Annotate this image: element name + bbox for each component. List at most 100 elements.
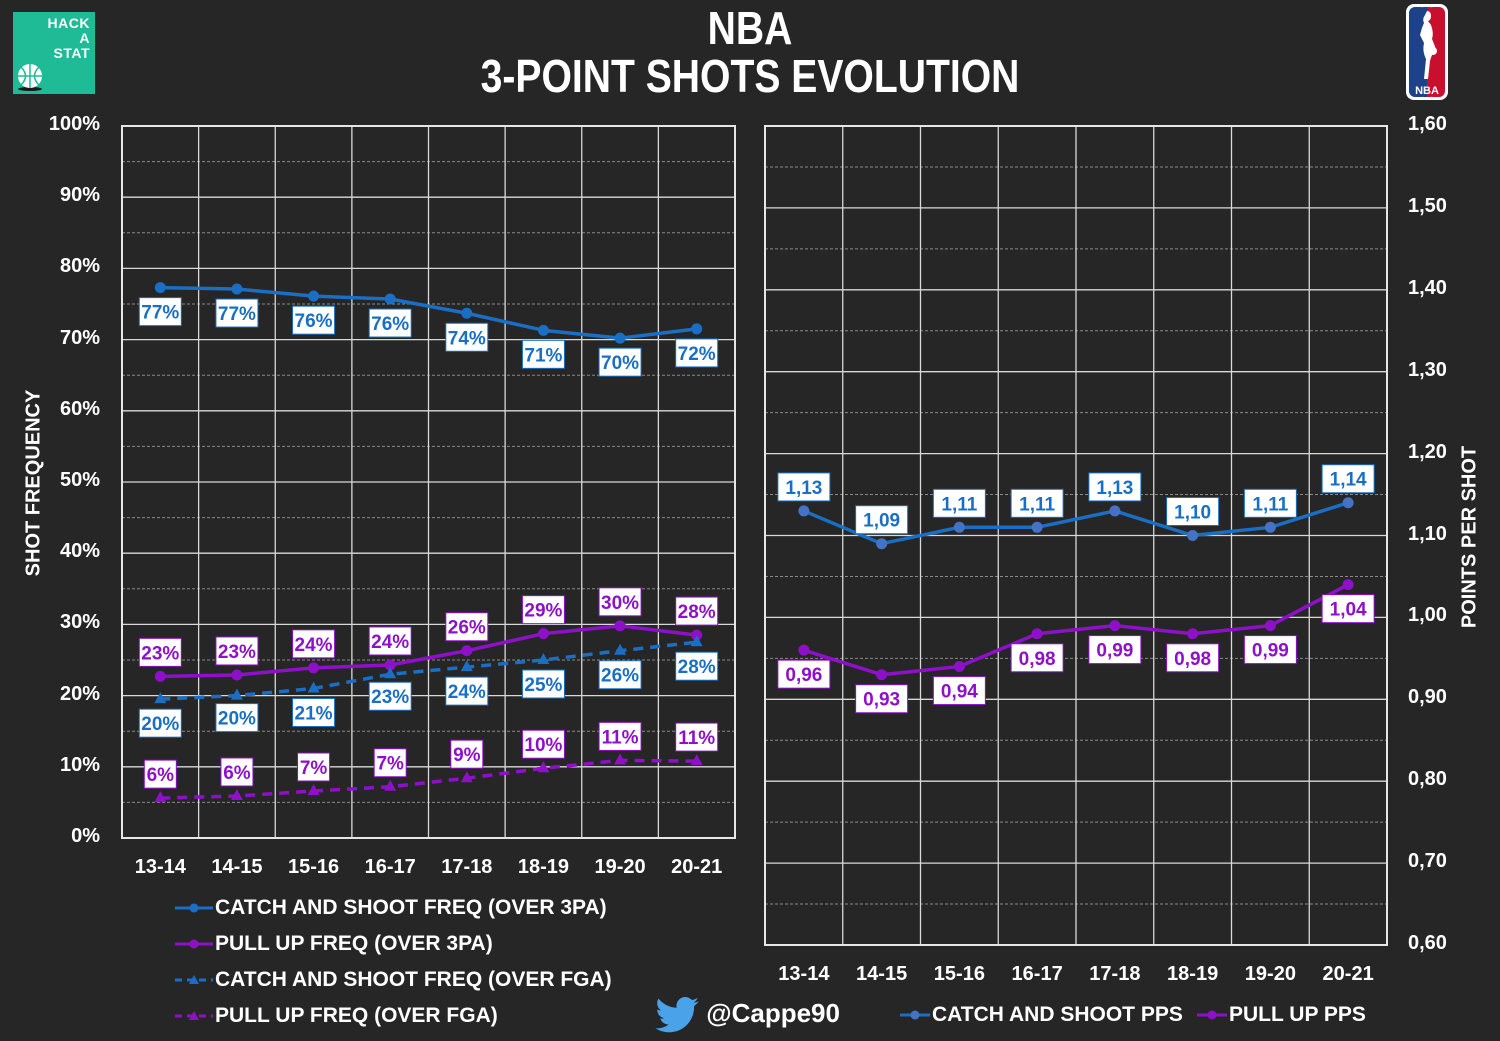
- svg-text:25%: 25%: [524, 675, 562, 696]
- y-tick-label: 40%: [59, 540, 100, 563]
- x-tick-label: 17-18: [1089, 963, 1141, 985]
- svg-text:1,11: 1,11: [941, 494, 977, 515]
- svg-text:20%: 20%: [218, 709, 256, 730]
- y-tick-label: 0,60: [1408, 932, 1447, 954]
- data-label: 1,11: [1243, 488, 1297, 518]
- legend-purple-circle-icon: [1197, 1010, 1227, 1020]
- data-label: 28%: [675, 596, 719, 626]
- data-label: 6%: [143, 759, 177, 789]
- x-tick-label: 15-16: [287, 856, 340, 878]
- svg-text:70%: 70%: [601, 353, 639, 374]
- shot-frequency-chart: 77% 77% 76% 76% 74% 71% 70% 72% 23% 23% 24% 24% 26% 2…: [121, 125, 736, 839]
- data-label: 1,11: [1010, 488, 1064, 518]
- svg-text:0,98: 0,98: [1174, 649, 1211, 670]
- data-label: 77%: [138, 297, 182, 327]
- svg-text:24%: 24%: [371, 632, 409, 653]
- svg-text:1,14: 1,14: [1330, 470, 1367, 491]
- data-label: 1,13: [1088, 472, 1142, 502]
- svg-text:72%: 72%: [678, 344, 716, 365]
- legend-blue-circle-icon: [900, 1010, 930, 1020]
- svg-text:71%: 71%: [524, 345, 562, 366]
- y-tick-label: 60%: [59, 397, 100, 420]
- svg-text:23%: 23%: [141, 643, 179, 664]
- svg-text:26%: 26%: [448, 618, 486, 639]
- svg-text:0,99: 0,99: [1096, 641, 1133, 662]
- hack-a-stat-logo: HACK A STAT: [13, 12, 95, 94]
- data-label: 1,13: [777, 472, 831, 502]
- svg-text:30%: 30%: [601, 593, 639, 614]
- svg-text:1,04: 1,04: [1330, 600, 1367, 621]
- svg-text:28%: 28%: [678, 602, 716, 623]
- y-tick-label: 20%: [59, 682, 100, 705]
- legend-dashed-blue-triangle-icon: [175, 975, 213, 985]
- data-label: 7%: [373, 748, 407, 778]
- svg-text:1,10: 1,10: [1174, 503, 1211, 524]
- data-label: 1,14: [1321, 464, 1375, 494]
- svg-text:11%: 11%: [602, 727, 639, 748]
- y-tick-label: 1,40: [1408, 276, 1447, 299]
- x-tick-label: 15-16: [933, 963, 985, 985]
- data-label: 11%: [598, 721, 642, 751]
- data-label: 26%: [445, 612, 489, 642]
- svg-text:76%: 76%: [371, 314, 409, 335]
- svg-text:21%: 21%: [295, 703, 333, 724]
- y-tick-label: 1,10: [1408, 522, 1447, 545]
- basketball-icon: [18, 64, 42, 91]
- svg-text:77%: 77%: [141, 303, 179, 324]
- y-tick-label: 100%: [48, 113, 100, 135]
- data-label: 21%: [292, 697, 336, 727]
- svg-text:9%: 9%: [453, 745, 481, 766]
- data-label: 1,09: [855, 505, 909, 535]
- twitter-credit: @Cappe90: [655, 997, 840, 1033]
- twitter-icon: [655, 997, 699, 1033]
- data-label: 26%: [598, 660, 642, 690]
- y-tick-label: 1,50: [1408, 194, 1447, 217]
- svg-text:23%: 23%: [371, 687, 409, 708]
- data-label: 29%: [521, 595, 565, 625]
- legend-item-cs-pps: CATCH AND SHOOT PPS: [900, 1003, 1183, 1027]
- legend-item-cs-3pa: CATCH AND SHOOT FREQ (OVER 3PA): [175, 896, 607, 920]
- x-tick-label: 18-19: [1167, 963, 1219, 985]
- svg-text:6%: 6%: [223, 763, 251, 784]
- svg-text:1,09: 1,09: [863, 511, 900, 532]
- x-tick-label: 13-14: [778, 963, 830, 985]
- page-title: NBA 3-POINT SHOTS EVOLUTION: [113, 4, 1388, 100]
- data-label: 28%: [675, 651, 719, 681]
- y-tick-label: 50%: [59, 469, 100, 491]
- svg-text:74%: 74%: [448, 328, 486, 349]
- data-label: 23%: [138, 637, 182, 667]
- svg-text:24%: 24%: [448, 682, 486, 703]
- svg-text:1,11: 1,11: [1252, 494, 1288, 515]
- data-label: 23%: [368, 681, 412, 711]
- svg-text:0,98: 0,98: [1019, 649, 1056, 670]
- svg-text:0,94: 0,94: [941, 682, 978, 703]
- svg-text:23%: 23%: [218, 642, 256, 663]
- x-tick-label: 20-21: [1322, 963, 1374, 985]
- x-tick-label: 16-17: [364, 856, 416, 878]
- data-label: 24%: [445, 676, 489, 706]
- data-label: 24%: [292, 629, 336, 659]
- svg-text:20%: 20%: [141, 714, 179, 735]
- x-tick-label: 18-19: [517, 856, 570, 878]
- data-label: 70%: [598, 347, 642, 377]
- data-label: 0,98: [1010, 643, 1064, 673]
- svg-text:1,13: 1,13: [785, 478, 822, 499]
- data-label: 0,96: [777, 659, 831, 689]
- data-label: 30%: [598, 587, 642, 617]
- data-label: 1,11: [932, 488, 986, 518]
- x-tick-label: 19-20: [594, 856, 646, 878]
- y-tick-label: 30%: [59, 611, 100, 634]
- nba-logo-icon: NBA: [1406, 4, 1448, 100]
- legend-item-cs-fga: CATCH AND SHOOT FREQ (OVER FGA): [175, 968, 612, 992]
- svg-text:29%: 29%: [524, 601, 562, 622]
- data-label: 11%: [675, 722, 719, 752]
- legend-item-pu-fga: PULL UP FREQ (OVER FGA): [175, 1004, 498, 1028]
- data-label: 1,10: [1166, 497, 1220, 526]
- title-line-2: 3-POINT SHOTS EVOLUTION: [480, 50, 1020, 102]
- svg-text:77%: 77%: [218, 304, 256, 325]
- svg-text:7%: 7%: [376, 754, 404, 775]
- y-tick-label: 1,60: [1408, 113, 1447, 135]
- legend-solid-blue-circle-icon: [175, 903, 213, 913]
- y-tick-label: 80%: [59, 255, 100, 278]
